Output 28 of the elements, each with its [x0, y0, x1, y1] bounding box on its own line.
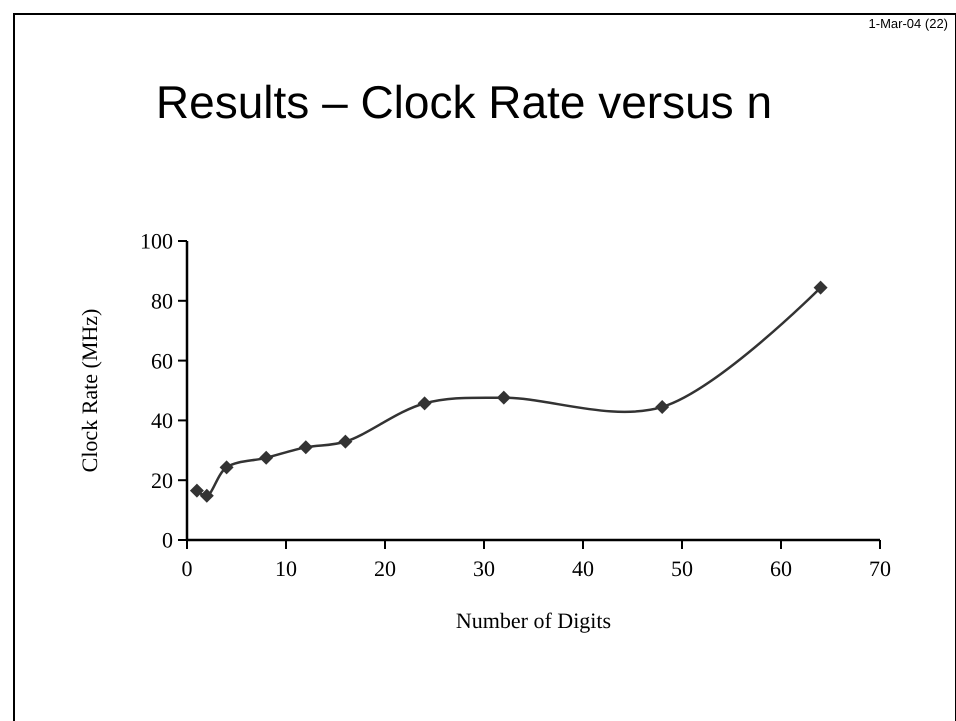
x-tick-label: 20 [374, 556, 396, 581]
x-tick-label: 10 [275, 556, 297, 581]
point [655, 400, 670, 414]
x-tick-label: 60 [770, 556, 792, 581]
x-axis-title: Number of Digits [456, 608, 612, 633]
x-tick-label: 0 [182, 556, 192, 581]
y-tick-label: 80 [151, 288, 173, 314]
y-tick-label: 40 [151, 408, 173, 434]
y-tick-label: 0 [162, 528, 173, 553]
point [496, 390, 511, 405]
point [814, 280, 828, 295]
y-axis-title: Clock Rate (MHz) [77, 308, 102, 472]
point [190, 484, 204, 498]
x-tick-label: 40 [572, 556, 594, 581]
y-tick-label: 20 [151, 468, 173, 493]
y-tick-label: 60 [151, 348, 173, 374]
point [298, 440, 313, 454]
x-tick-label: 30 [473, 556, 495, 581]
point [418, 396, 432, 410]
y-tick-label: 100 [140, 228, 173, 254]
point [259, 450, 274, 465]
x-tick-label: 50 [671, 556, 693, 581]
point [220, 460, 234, 474]
x-tick-label: 70 [869, 556, 891, 581]
chart-title: Results – Clock Rate versus n [156, 76, 772, 128]
text: 1-Mar-04 (22) [868, 16, 948, 31]
point [200, 488, 214, 503]
point [338, 434, 352, 449]
